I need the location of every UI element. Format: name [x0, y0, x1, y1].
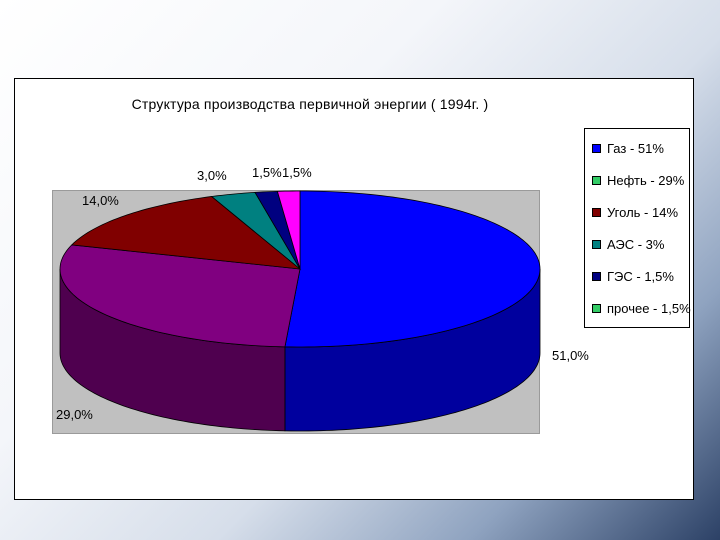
legend-swatch-gas	[592, 143, 601, 153]
data-label-nuclear: 3,0%	[197, 168, 227, 183]
pie-slice-nuclear	[210, 191, 301, 270]
pie-slice-hydro	[254, 190, 301, 270]
pie-slice-oil	[59, 244, 301, 348]
legend-swatch-hydro	[592, 271, 601, 281]
legend-item-coal: Уголь - 14%	[592, 203, 678, 221]
legend-item-nuclear: АЭС - 3%	[592, 235, 664, 253]
pie-slice-other	[276, 190, 301, 270]
legend-item-other: прочее - 1,5%	[592, 299, 691, 317]
legend-label-gas: Газ - 51%	[607, 140, 664, 156]
data-label-oil: 29,0%	[56, 407, 93, 422]
legend-label-coal: Уголь - 14%	[607, 204, 679, 220]
legend-item-hydro: ГЭС - 1,5%	[592, 267, 674, 285]
legend-label-other: прочее - 1,5%	[607, 300, 691, 316]
pie-slice-gas	[284, 190, 541, 348]
legend-label-nuclear: АЭС - 3%	[607, 236, 665, 252]
legend-item-oil: Нефть - 29%	[592, 171, 684, 189]
legend-swatch-other	[592, 303, 601, 313]
legend-swatch-oil	[592, 175, 601, 185]
data-label-other: 1,5%	[282, 165, 312, 180]
legend-swatch-nuclear	[592, 239, 601, 249]
legend-swatch-coal	[592, 207, 601, 217]
data-label-coal: 14,0%	[82, 193, 119, 208]
pie-slice-coal	[70, 196, 302, 270]
chart-legend: Газ - 51% Нефть - 29% Уголь - 14% АЭС - 3% Г…	[584, 128, 691, 328]
legend-label-oil: Нефть - 29%	[607, 172, 685, 188]
legend-label-hydro: ГЭС - 1,5%	[607, 268, 674, 284]
data-label-gas: 51,0%	[552, 348, 589, 363]
chart-title: Структура производства первичной энергии…	[131, 96, 489, 112]
legend-item-gas: Газ - 51%	[592, 139, 664, 157]
data-label-hydro: 1,5%	[252, 165, 282, 180]
